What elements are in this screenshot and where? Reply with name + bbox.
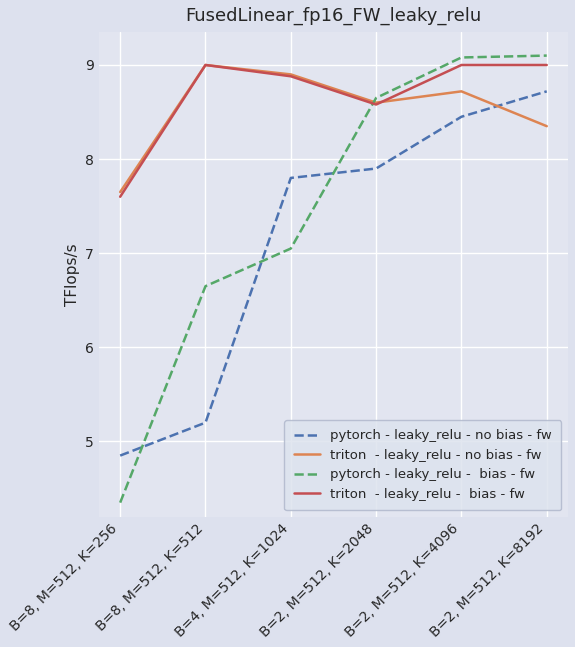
pytorch - leaky_relu -  bias - fw [117, 499, 124, 507]
triton  - leaky_relu -  bias - fw [373, 101, 380, 109]
triton  - leaky_relu - no bias - fw [117, 188, 124, 196]
pytorch - leaky_relu - no bias - fw [373, 164, 380, 172]
triton  - leaky_relu -  bias - fw [543, 61, 550, 69]
Legend: pytorch - leaky_relu - no bias - fw, triton  - leaky_relu - no bias - fw, pytorc: pytorch - leaky_relu - no bias - fw, tri… [284, 420, 561, 510]
triton  - leaky_relu -  bias - fw [458, 61, 465, 69]
pytorch - leaky_relu - no bias - fw [202, 419, 209, 426]
pytorch - leaky_relu - no bias - fw [117, 452, 124, 459]
triton  - leaky_relu - no bias - fw [202, 61, 209, 69]
triton  - leaky_relu - no bias - fw [458, 87, 465, 95]
triton  - leaky_relu - no bias - fw [288, 71, 294, 78]
pytorch - leaky_relu -  bias - fw [543, 52, 550, 60]
triton  - leaky_relu - no bias - fw [373, 99, 380, 107]
triton  - leaky_relu -  bias - fw [288, 72, 294, 80]
pytorch - leaky_relu -  bias - fw [458, 54, 465, 61]
Y-axis label: TFlops/s: TFlops/s [64, 243, 79, 306]
pytorch - leaky_relu -  bias - fw [202, 282, 209, 290]
Title: FusedLinear_fp16_FW_leaky_relu: FusedLinear_fp16_FW_leaky_relu [185, 7, 482, 25]
triton  - leaky_relu -  bias - fw [117, 193, 124, 201]
Line: pytorch - leaky_relu - no bias - fw: pytorch - leaky_relu - no bias - fw [120, 91, 547, 455]
Line: triton  - leaky_relu - no bias - fw: triton - leaky_relu - no bias - fw [120, 65, 547, 192]
pytorch - leaky_relu -  bias - fw [288, 245, 294, 252]
Line: pytorch - leaky_relu -  bias - fw: pytorch - leaky_relu - bias - fw [120, 56, 547, 503]
pytorch - leaky_relu - no bias - fw [543, 87, 550, 95]
pytorch - leaky_relu - no bias - fw [288, 174, 294, 182]
pytorch - leaky_relu - no bias - fw [458, 113, 465, 120]
Line: triton  - leaky_relu -  bias - fw: triton - leaky_relu - bias - fw [120, 65, 547, 197]
pytorch - leaky_relu -  bias - fw [373, 94, 380, 102]
triton  - leaky_relu - no bias - fw [543, 122, 550, 130]
triton  - leaky_relu -  bias - fw [202, 61, 209, 69]
